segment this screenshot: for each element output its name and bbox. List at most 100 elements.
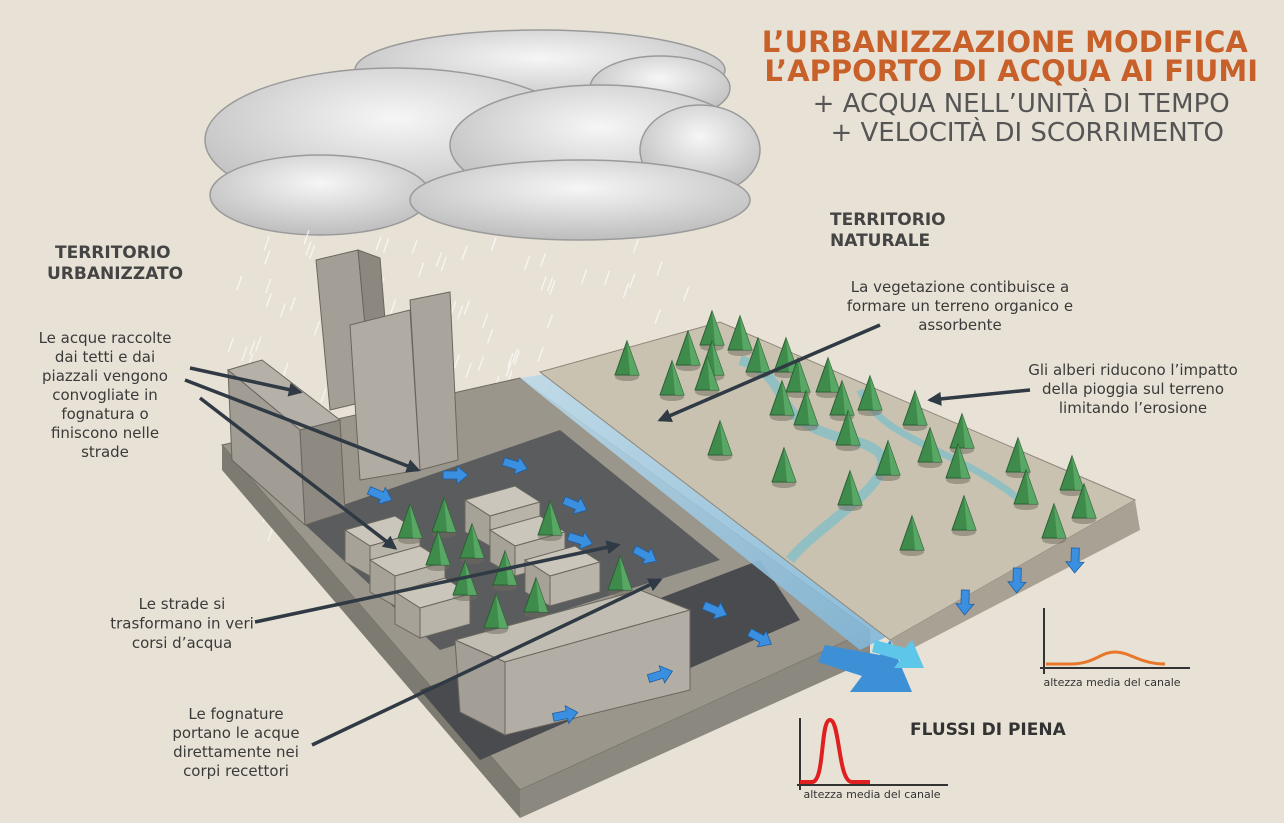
tree-light (1026, 470, 1038, 504)
flow-arrow-shape (747, 628, 772, 648)
tree-light (782, 381, 794, 415)
annotation-line: Gli alberi riducono l’impatto (1028, 361, 1238, 379)
raindrop (546, 314, 554, 329)
raindrop (683, 286, 690, 301)
flow-arrow-shape (646, 665, 674, 684)
raindrop (512, 348, 519, 363)
annotation-line: Le acque raccolte (39, 329, 172, 347)
raindrop (546, 277, 554, 292)
annotation-line: limitando l’erosione (1059, 399, 1207, 417)
flow-arrow (442, 465, 469, 485)
raindrop (486, 328, 494, 344)
raindrop (537, 347, 544, 362)
raindrop (282, 363, 289, 378)
tree-light (496, 594, 508, 628)
tree-light (672, 361, 684, 395)
flow-arrow-shape (701, 601, 728, 620)
flow-arrow-shape (566, 531, 594, 550)
raindrop (308, 244, 316, 260)
raindrop (440, 256, 447, 272)
region-line: TERRITORIO (830, 210, 946, 230)
flow-arrow (551, 705, 579, 725)
tree-light (930, 428, 942, 462)
raindrop (540, 276, 547, 291)
annotation-line: finiscono nelle (51, 424, 159, 442)
raindrop (265, 292, 272, 308)
tree-light (1084, 484, 1096, 518)
raindrop (505, 362, 512, 377)
annotation: Le strade si trasformano in veri corsi d’a… (110, 595, 254, 652)
raindrop (461, 245, 468, 260)
flood-label: FLUSSI DI PIENA (910, 720, 1067, 740)
house-front (419, 593, 471, 639)
flow-arrow (747, 628, 772, 648)
annotation-line: strade (81, 443, 129, 461)
tree-light (465, 561, 477, 595)
tree-light (410, 504, 422, 538)
flow-arrow-shape (632, 545, 657, 565)
raindrop (383, 238, 390, 253)
flow-arrows (366, 456, 1085, 725)
flow-arrow (566, 531, 594, 550)
annotation: La vegetazione contibuisce a formare un t… (847, 278, 1073, 334)
region-line: NATURALE (830, 231, 930, 251)
annotation: Gli alberi riducono l’impatto della piogg… (1028, 361, 1238, 417)
flow-arrow (955, 589, 975, 616)
raindrop (457, 304, 464, 320)
raindrop (523, 255, 531, 271)
raindrop (507, 353, 514, 368)
tree-light (964, 496, 976, 530)
flow-arrow-shape (501, 456, 529, 475)
annotation-line: Le strade si (139, 595, 226, 613)
tree-light (712, 341, 724, 375)
tree-light (444, 498, 456, 532)
flow-arrow-shape (442, 465, 469, 485)
raindrop (629, 273, 636, 288)
raindrop (303, 230, 310, 245)
flow-arrow (366, 486, 393, 505)
tree-light (850, 471, 862, 505)
raindrop (477, 356, 485, 371)
raindrop (241, 346, 248, 361)
tree-light (472, 524, 484, 558)
tree-light (784, 448, 796, 482)
annotation-line: della pioggia sul terreno (1042, 380, 1224, 398)
region-label: TERRITORIO URBANIZZATO (47, 243, 183, 284)
tree-light (627, 341, 639, 375)
annotation: Le fognature portano le acque direttamente… (172, 705, 299, 780)
house-front (549, 561, 601, 607)
graph-axis-label: altezza media del canale (803, 788, 940, 801)
region-line: URBANIZZATO (47, 264, 183, 284)
leader-lines (184, 323, 1031, 747)
raindrop (463, 300, 470, 315)
tree-light (758, 338, 770, 372)
tree-light (707, 356, 719, 390)
graph-peak (797, 717, 948, 790)
raindrop (265, 278, 272, 294)
raindrop (603, 270, 611, 286)
raindrop (539, 252, 547, 268)
tree-light (1072, 456, 1084, 490)
raindrop (622, 283, 630, 298)
raindrop (289, 296, 296, 312)
tree-light (962, 414, 974, 448)
raindrop (450, 300, 457, 316)
buildings (226, 249, 692, 736)
raindrop (313, 320, 321, 336)
tree-light (740, 316, 752, 350)
flow-arrow (701, 601, 728, 620)
raindrop (279, 302, 287, 318)
raindrop (375, 236, 382, 251)
graph-axis-label: altezza media del canale (1043, 676, 1180, 689)
flow-arrow (501, 456, 529, 475)
raindrop (632, 238, 640, 253)
subtitle: + ACQUA NELL’UNITÀ DI TEMPO + VELOCITÀ D… (813, 87, 1238, 148)
annotation-line: La vegetazione contibuisce a (851, 278, 1069, 296)
title-line: L’APPORTO DI ACQUA AI FIUMI (764, 54, 1258, 88)
annotation-line: convogliate in (52, 386, 158, 404)
tree-light (806, 391, 818, 425)
flow-arrow (1065, 547, 1085, 574)
tree-light (438, 531, 450, 565)
annotation-line: fognatura o (61, 405, 148, 423)
tree-light (720, 421, 732, 455)
